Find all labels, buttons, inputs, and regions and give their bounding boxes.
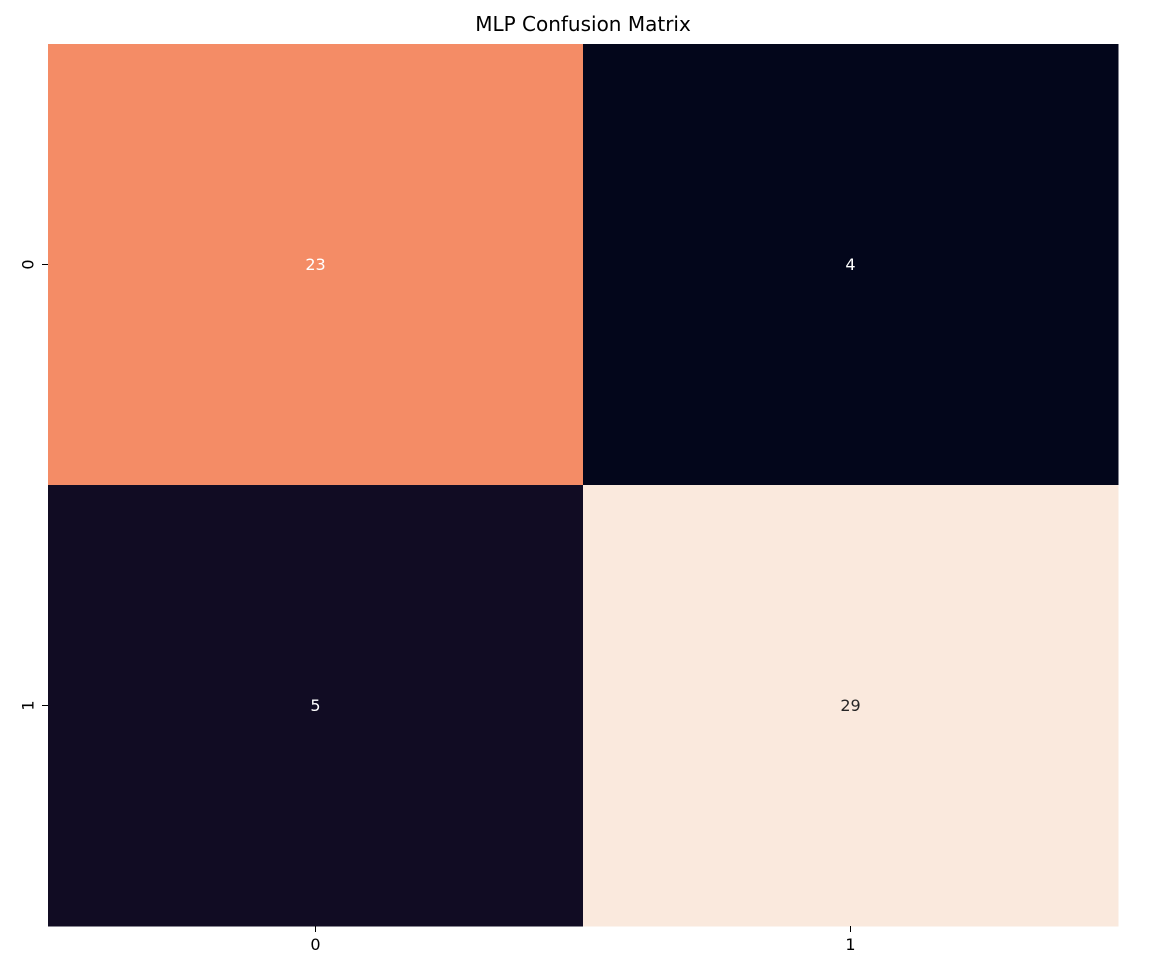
chart-title: MLP Confusion Matrix	[475, 12, 691, 36]
cell-value-label-1-0: 5	[310, 696, 320, 715]
heatmap-cell-0-1	[583, 44, 1119, 486]
cell-value-label-1-1: 29	[840, 696, 860, 715]
heatmap-cell-1-1	[583, 485, 1119, 927]
y-axis: 01	[19, 259, 48, 711]
y-tick-label-1: 1	[19, 700, 38, 710]
y-tick-label-0: 0	[19, 259, 38, 269]
heatmap-cell-0-0	[48, 44, 584, 486]
cell-value-label-0-0: 23	[305, 255, 325, 274]
x-tick-label-1: 1	[845, 935, 855, 954]
cell-value-label-0-1: 4	[845, 255, 855, 274]
heatmap-cells	[48, 44, 1119, 927]
heatmap-cell-1-0	[48, 485, 584, 927]
x-tick-label-0: 0	[310, 935, 320, 954]
heatmap-cell-labels: 23 4 5 29	[305, 255, 860, 715]
